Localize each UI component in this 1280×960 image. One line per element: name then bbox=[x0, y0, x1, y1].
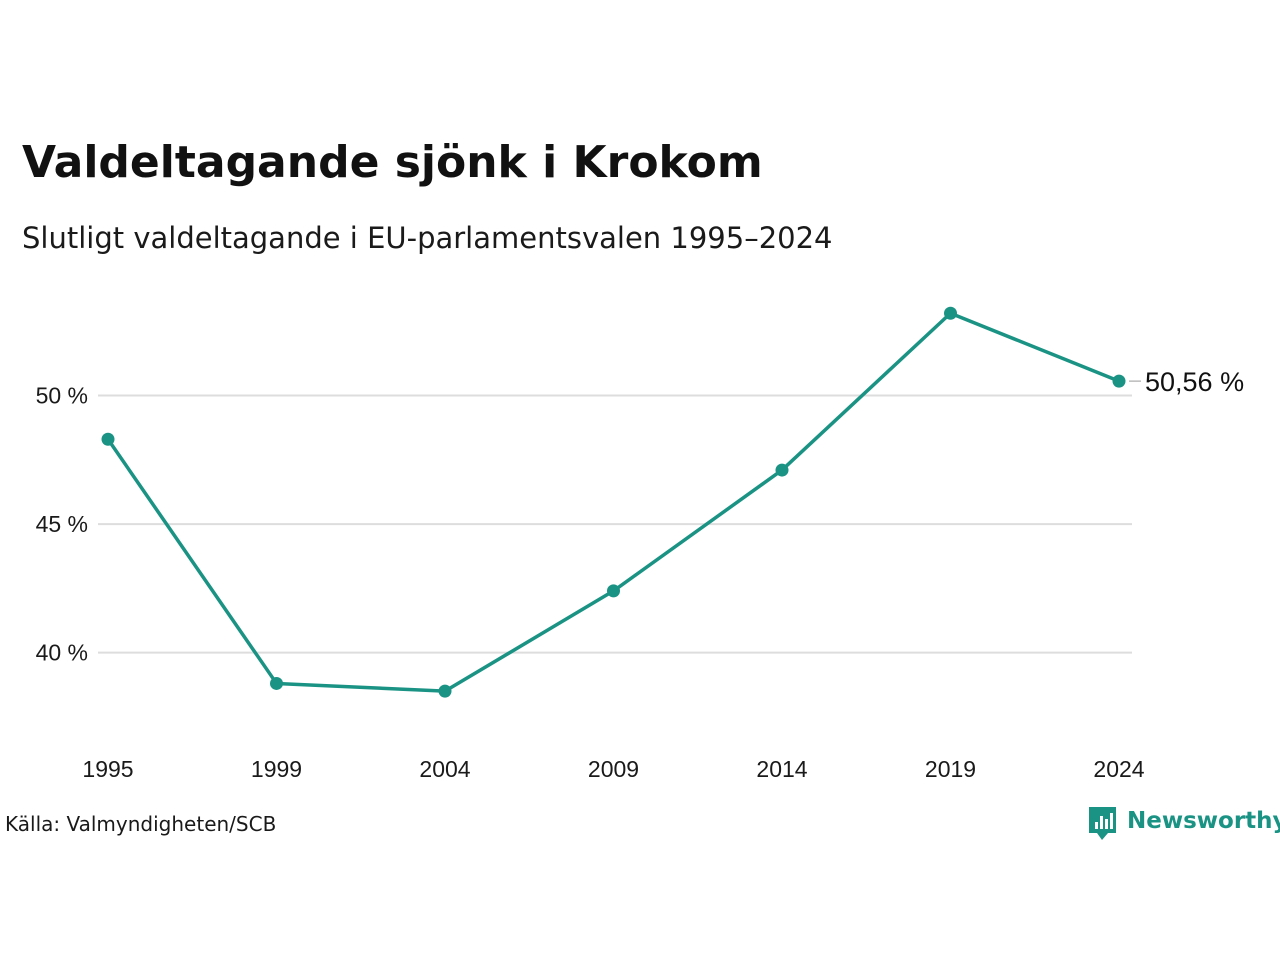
source-note: Källa: Valmyndigheten/SCB bbox=[5, 812, 276, 836]
y-tick-label: 50 % bbox=[36, 383, 88, 409]
x-tick-label: 2019 bbox=[925, 756, 976, 782]
chart-subtitle: Slutligt valdeltagande i EU-parlamentsva… bbox=[22, 221, 833, 255]
newsworthy-logo-icon bbox=[1089, 807, 1116, 840]
series-turnout bbox=[101, 306, 1126, 698]
data-point-2014[interactable] bbox=[775, 463, 789, 477]
newsworthy-logo[interactable]: Newsworthy bbox=[1089, 807, 1280, 840]
brand-name: Newsworthy bbox=[1127, 808, 1280, 834]
data-point-1995[interactable] bbox=[101, 432, 115, 446]
x-tick-label: 1995 bbox=[82, 756, 133, 782]
x-axis-ticks: 1995 1999 2004 2009 2014 2019 2024 bbox=[82, 756, 1144, 782]
series-line bbox=[106, 311, 1121, 693]
x-tick-label: 2014 bbox=[756, 756, 807, 782]
end-label-group: 50,56 % bbox=[1129, 367, 1244, 397]
y-tick-label: 40 % bbox=[36, 640, 88, 666]
data-point-2009[interactable] bbox=[607, 584, 620, 598]
x-tick-label: 2009 bbox=[588, 756, 639, 782]
chart-title: Valdeltagande sjönk i Krokom bbox=[22, 137, 763, 188]
y-axis-ticks: 40 % 45 % 50 % bbox=[36, 383, 88, 666]
data-point-1999[interactable] bbox=[270, 676, 283, 690]
data-point-2024[interactable] bbox=[1112, 374, 1126, 388]
x-tick-label: 2024 bbox=[1093, 756, 1144, 782]
gridlines bbox=[98, 394, 1132, 654]
x-tick-label: 1999 bbox=[251, 756, 302, 782]
data-point-2019[interactable] bbox=[944, 306, 957, 320]
y-tick-label: 45 % bbox=[36, 511, 88, 537]
x-tick-label: 2004 bbox=[419, 756, 470, 782]
data-point-2004[interactable] bbox=[438, 684, 452, 698]
end-value-label: 50,56 % bbox=[1145, 367, 1244, 397]
